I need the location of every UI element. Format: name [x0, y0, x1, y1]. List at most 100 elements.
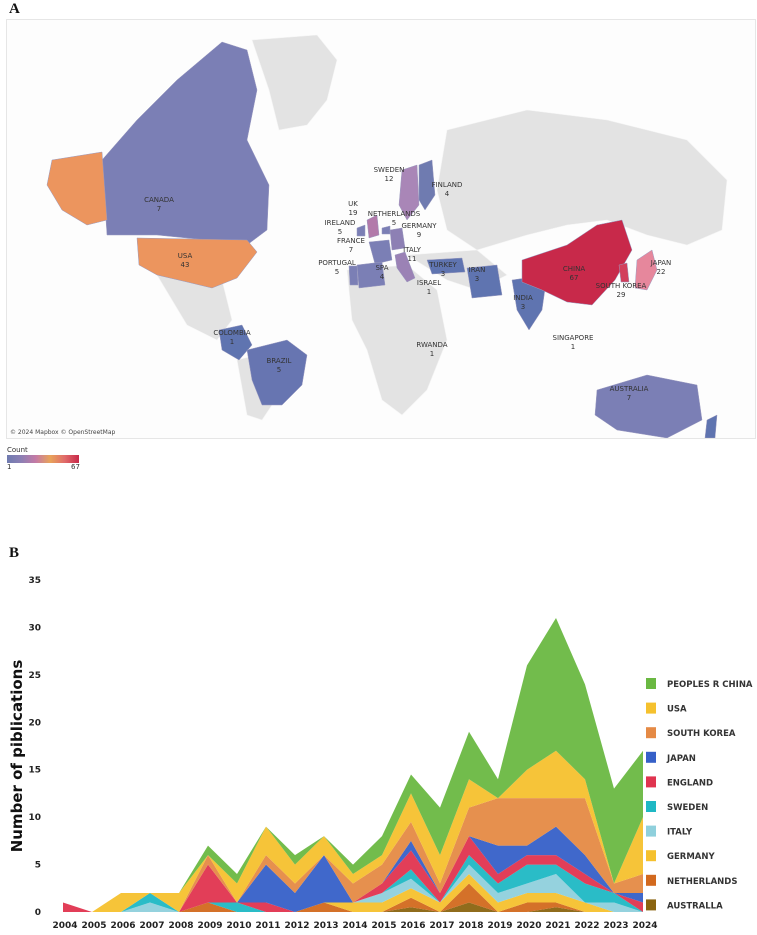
japan-shape [634, 249, 658, 291]
country-label-uk: UK [348, 200, 358, 208]
country-label-australia: AUSTRALIA [610, 385, 649, 393]
legend-max: 67 [71, 463, 80, 471]
legend-label-sweden: SWEDEN [667, 803, 708, 813]
legend-swatch-germany [646, 850, 656, 862]
x-tick-label: 2008 [168, 921, 193, 931]
country-count-brazil: 5 [277, 366, 281, 374]
x-tick-label: 2024 [632, 921, 657, 931]
country-count-rwanda: 1 [430, 350, 434, 358]
y-tick-label: 20 [28, 718, 41, 728]
country-count-israel: 1 [427, 288, 431, 296]
usa-shape [136, 237, 258, 289]
country-count-germany: 9 [417, 231, 421, 239]
legend-label-south-korea: SOUTH KOREA [667, 729, 736, 739]
france-shape [368, 239, 393, 265]
country-count-china: 67 [570, 274, 579, 282]
y-tick-label: 35 [28, 576, 41, 586]
y-tick-label: 0 [35, 908, 41, 918]
country-label-brazil: BRAZIL [267, 357, 292, 365]
country-count-canada: 7 [157, 205, 161, 213]
legend-min: 1 [7, 463, 12, 471]
area-sweden [63, 855, 643, 912]
italy-shape [394, 251, 416, 283]
country-count-turkey: 3 [441, 270, 445, 278]
x-tick-label: 2016 [400, 921, 425, 931]
x-tick-label: 2006 [110, 921, 135, 931]
legend-swatch-italy [646, 825, 656, 837]
country-label-canada: CANADA [144, 196, 174, 204]
country-count-portugal: 5 [335, 268, 339, 276]
x-tick-label: 2022 [574, 921, 599, 931]
alaska-shape [46, 151, 108, 226]
sweden-shape [398, 164, 420, 221]
y-tick-label: 25 [28, 671, 41, 681]
area-england [63, 836, 643, 912]
area-usa [63, 750, 643, 912]
legend-swatch-england [646, 776, 656, 788]
legend-swatch-usa [646, 702, 656, 714]
legend-label-australla: AUSTRALLA [667, 901, 723, 911]
country-count-colombia: 1 [230, 338, 234, 346]
country-count-usa: 43 [181, 261, 190, 269]
publications-area-chart: 0 5 10 15 20 25 30 35 2004 2005 2006 2007 2008 2009 20… [8, 576, 753, 931]
x-tick-label: 2014 [342, 921, 367, 931]
legend-swatch-sweden [646, 801, 656, 812]
country-count-iran: 3 [475, 275, 479, 283]
world-map[interactable]: CANADA 7 USA 43 SWEDEN 12 FINLAND 4 UK 19 NETHERLA… [6, 19, 756, 439]
legend-swatch-peoples-r-china [646, 678, 656, 689]
country-label-japan: JAPAN [650, 259, 672, 267]
netherlands-shape [381, 225, 391, 235]
area-south-korea [63, 798, 643, 912]
country-count-sweden: 12 [385, 175, 394, 183]
legend-label-netherlands: NETHERLANDS [667, 877, 737, 887]
colombia-shape [218, 324, 253, 361]
legend-label-england: ENGLAND [667, 778, 713, 788]
korea-shape [618, 262, 630, 283]
legend-label-germany: GERMANY [667, 852, 715, 862]
map-attribution: © 2024 Mapbox © OpenStreetMap [10, 429, 116, 436]
country-count-ireland: 5 [338, 228, 342, 236]
x-tick-label: 2013 [313, 921, 338, 931]
country-count-uk: 19 [349, 209, 358, 217]
country-label-spa: SPA [375, 264, 388, 272]
x-tick-label: 2012 [284, 921, 309, 931]
germany-shape [389, 227, 406, 251]
country-count-france: 7 [349, 246, 353, 254]
nz-shape [704, 414, 718, 438]
country-count-finland: 4 [445, 190, 450, 198]
legend-swatch-netherlands [646, 874, 656, 886]
legend-color-bar [7, 455, 79, 463]
country-label-germany: GERMANY [401, 222, 437, 230]
canada-shape [101, 41, 270, 246]
country-count-italy: 11 [408, 255, 417, 263]
brazil-shape [246, 339, 308, 406]
legend-label-peoples-r-china: PEOPLES R CHINA [667, 680, 753, 690]
portugal-shape [348, 265, 359, 286]
country-count-singapore: 1 [571, 343, 575, 351]
area-italy [63, 864, 643, 912]
country-label-colombia: COLOMBIA [213, 329, 250, 337]
legend-label-japan: JAPAN [666, 754, 696, 764]
legend-swatch-japan [646, 751, 656, 763]
country-label-france: FRANCE [337, 237, 365, 245]
legend-label-italy: ITALY [667, 828, 693, 838]
y-axis-label: Number of piblications [8, 660, 26, 853]
area-peoples-r-china [63, 617, 643, 912]
country-label-finland: FINLAND [432, 181, 463, 189]
country-label-china: CHINA [563, 265, 585, 273]
x-tick-label: 2015 [371, 921, 396, 931]
y-tick-label: 30 [28, 623, 41, 633]
x-tick-label: 2023 [603, 921, 628, 931]
country-count-australia: 7 [627, 394, 631, 402]
x-tick-label: 2005 [81, 921, 106, 931]
x-tick-label: 2019 [487, 921, 512, 931]
x-tick-label: 2009 [197, 921, 222, 931]
country-count-india: 3 [521, 303, 525, 311]
legend-label-usa: USA [667, 705, 687, 715]
x-tick-label: 2011 [255, 921, 280, 931]
ireland-shape [356, 224, 366, 237]
iran-shape [466, 264, 503, 299]
turkey-shape [426, 257, 466, 275]
country-count-japan: 22 [657, 268, 666, 276]
